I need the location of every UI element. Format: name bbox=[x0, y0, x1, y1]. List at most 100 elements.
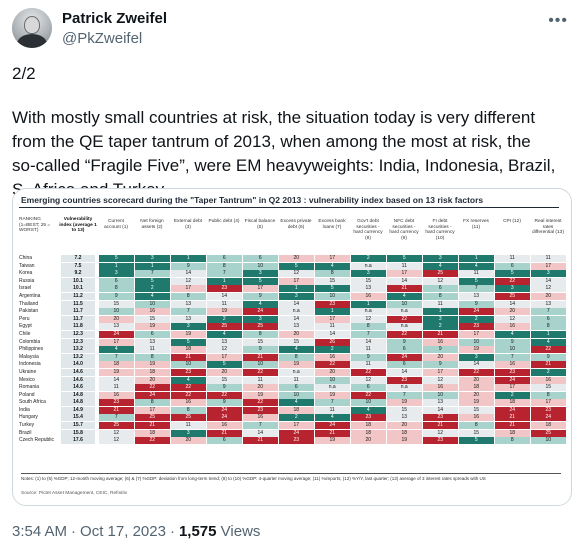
score-cell: n.a bbox=[351, 308, 386, 316]
score-cell: 12 bbox=[531, 285, 566, 293]
column-header: External debt (3) bbox=[173, 219, 203, 230]
score-cell: 17 bbox=[171, 285, 206, 293]
score-cell: 25 bbox=[207, 323, 242, 331]
vulnerability-index: 10.1 bbox=[61, 285, 95, 293]
score-cell: 8 bbox=[171, 406, 206, 414]
tweet-text: 2/2 With mostly small countries at risk,… bbox=[12, 62, 572, 202]
score-cell: 14 bbox=[351, 338, 386, 346]
score-cell: 7 bbox=[207, 270, 242, 278]
score-cell: 23 bbox=[495, 368, 530, 376]
score-cell: 10 bbox=[423, 391, 458, 399]
vulnerability-index: 14.9 bbox=[61, 406, 95, 414]
score-cell: 1 bbox=[171, 255, 206, 262]
score-cell: 25 bbox=[423, 270, 458, 278]
score-cell: 21 bbox=[531, 361, 566, 369]
country-label: Korea bbox=[19, 270, 33, 277]
score-cell: 9 bbox=[387, 338, 422, 346]
score-cell: 22 bbox=[495, 277, 530, 285]
score-cell: 9 bbox=[243, 346, 278, 354]
score-cell: 23 bbox=[279, 437, 314, 445]
score-cell: 17 bbox=[207, 353, 242, 361]
column-header: RANKING (1=BEST; 25 = WORST) bbox=[19, 217, 51, 234]
score-cell: 2 bbox=[279, 414, 314, 422]
score-cell: 7 bbox=[99, 353, 134, 361]
author-handle[interactable]: @PkZweifel bbox=[62, 30, 143, 47]
score-cell: 8 bbox=[315, 270, 350, 278]
score-cell: 22 bbox=[387, 330, 422, 338]
more-options-icon[interactable]: ••• bbox=[548, 12, 568, 29]
score-cell: 11 bbox=[351, 361, 386, 369]
score-cell: 8 bbox=[495, 437, 530, 445]
tweet-meta: 3:54 AM · Oct 17, 2023 · 1,575 Views bbox=[12, 523, 261, 540]
score-cell: 5 bbox=[207, 361, 242, 369]
tweet-line: 2/2 bbox=[12, 64, 36, 83]
score-cell: 12 bbox=[423, 376, 458, 384]
tweet-image[interactable]: Emerging countries scorecard during the … bbox=[12, 188, 572, 506]
score-cell: 11 bbox=[351, 346, 386, 354]
score-cell: 20 bbox=[495, 308, 530, 316]
column-header: CPI (12) bbox=[503, 219, 521, 224]
score-cell: 18 bbox=[135, 368, 170, 376]
country-label: Brazil bbox=[19, 429, 32, 436]
score-cell: 16 bbox=[495, 361, 530, 369]
table-row: Colombia 12.3 17 13 5 13 15 15 26 14 9 16 10 9 4 bbox=[19, 338, 567, 347]
score-cell: 19 bbox=[171, 330, 206, 338]
score-cell: 10 bbox=[387, 300, 422, 308]
score-cell: 20 bbox=[459, 376, 494, 384]
score-cell: 3 bbox=[423, 315, 458, 323]
score-cell: 25 bbox=[495, 292, 530, 300]
score-cell: 10 bbox=[243, 262, 278, 270]
score-cell: 7 bbox=[99, 414, 134, 422]
tweet-time[interactable]: 3:54 AM bbox=[12, 523, 68, 540]
score-cell: 6 bbox=[243, 255, 278, 262]
score-cell: 9 bbox=[243, 292, 278, 300]
score-cell: 16 bbox=[135, 308, 170, 316]
score-cell: 3 bbox=[351, 270, 386, 278]
score-cell: 23 bbox=[459, 323, 494, 331]
score-cell: 12 bbox=[99, 429, 134, 437]
score-cell: 15 bbox=[531, 384, 566, 392]
tweet-date[interactable]: Oct 17, 2023 bbox=[80, 523, 166, 540]
column-header: Excess private debt (6) bbox=[280, 219, 312, 230]
score-cell: 19 bbox=[459, 399, 494, 407]
score-cell: 22 bbox=[315, 361, 350, 369]
score-cell: 16 bbox=[531, 376, 566, 384]
score-cell: 10 bbox=[351, 399, 386, 407]
score-cell: 21 bbox=[135, 422, 170, 430]
score-cell: 8 bbox=[243, 330, 278, 338]
score-cell: 5 bbox=[459, 277, 494, 285]
country-label: Chile bbox=[19, 330, 31, 337]
country-label: South Africa bbox=[19, 399, 46, 406]
views-label: Views bbox=[220, 523, 261, 540]
score-cell: 22 bbox=[135, 437, 170, 445]
score-cell: 7 bbox=[171, 308, 206, 316]
score-cell: 13 bbox=[531, 300, 566, 308]
score-cell: 22 bbox=[207, 391, 242, 399]
score-cell: 1 bbox=[531, 330, 566, 338]
vulnerability-index: 13.2 bbox=[61, 353, 95, 361]
score-cell: 7 bbox=[459, 285, 494, 293]
score-cell: 18 bbox=[135, 429, 170, 437]
score-cell: 3 bbox=[279, 292, 314, 300]
score-cell: 6 bbox=[495, 262, 530, 270]
score-cell: 15 bbox=[243, 338, 278, 346]
score-cell: 19 bbox=[387, 437, 422, 445]
score-cell: 5 bbox=[315, 285, 350, 293]
table-row: Indonesia 14.0 18 19 10 5 10 19 22 11 6 9 14 16 21 bbox=[19, 361, 567, 369]
score-cell: 5 bbox=[171, 338, 206, 346]
column-header: FX reserves (11) bbox=[463, 219, 489, 230]
score-cell: 22 bbox=[459, 368, 494, 376]
score-cell: 17 bbox=[495, 384, 530, 392]
avatar[interactable] bbox=[12, 8, 52, 48]
score-cell: 11 bbox=[315, 323, 350, 331]
score-cell: 13 bbox=[135, 338, 170, 346]
score-cell: 17 bbox=[315, 255, 350, 262]
score-cell: 14 bbox=[279, 315, 314, 323]
vulnerability-index: 11.7 bbox=[61, 315, 95, 323]
score-cell: 24 bbox=[315, 422, 350, 430]
author-name[interactable]: Patrick Zweifel bbox=[62, 10, 168, 27]
score-cell: 12 bbox=[351, 376, 386, 384]
score-cell: 14 bbox=[315, 330, 350, 338]
score-cell: 24 bbox=[459, 308, 494, 316]
score-cell: 23 bbox=[387, 376, 422, 384]
